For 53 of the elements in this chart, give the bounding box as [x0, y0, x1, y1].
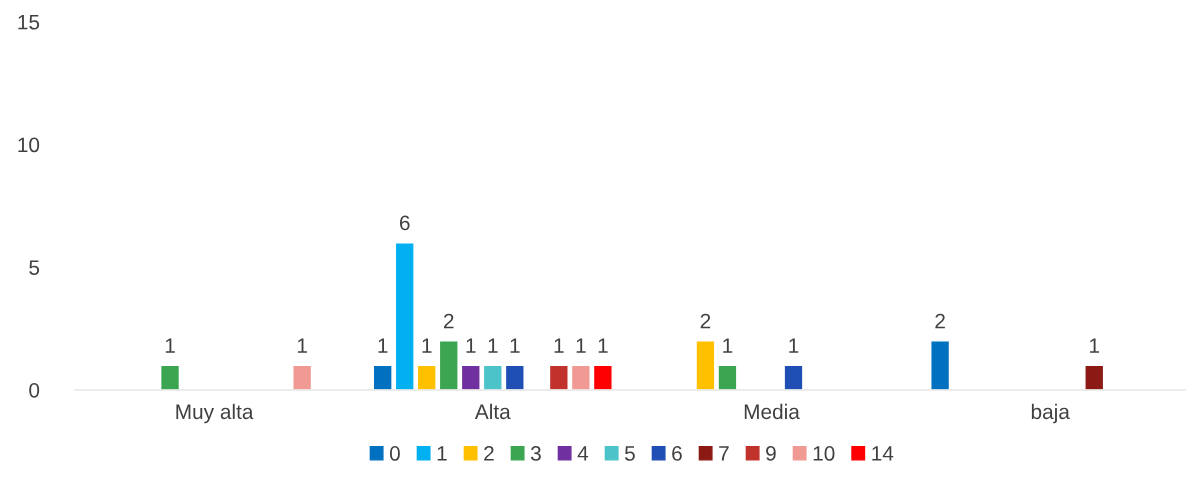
bar	[548, 364, 569, 390]
data-label: 1	[598, 338, 608, 353]
data-label: 1	[488, 338, 498, 353]
legend-label: 2	[484, 446, 494, 461]
y-tick-label: 0	[29, 382, 40, 398]
legend-label: 3	[530, 446, 541, 461]
bar	[1084, 364, 1105, 390]
data-label: 1	[789, 338, 799, 353]
data-label: 1	[554, 338, 564, 353]
legend-label: 0	[389, 446, 400, 461]
bar	[482, 364, 503, 390]
data-label: 1	[165, 338, 175, 353]
data-label: 1	[378, 338, 388, 353]
bar	[717, 364, 738, 390]
bar	[504, 364, 525, 390]
y-tick-label: 5	[29, 260, 40, 275]
bar	[394, 241, 415, 390]
data-label: 1	[510, 338, 520, 353]
bar	[460, 364, 481, 390]
data-label: 1	[576, 338, 586, 353]
bar	[570, 364, 591, 390]
legend-label: 6	[672, 446, 682, 461]
legend-label: 5	[624, 446, 635, 461]
legend-label: 1	[437, 446, 447, 461]
bar	[372, 364, 393, 390]
data-label: 1	[1090, 338, 1100, 353]
bar	[695, 340, 716, 390]
x-tick-label: Alta	[474, 403, 511, 420]
legend-label: 4	[577, 446, 589, 461]
bar	[416, 364, 437, 390]
legend-label: 10	[813, 446, 835, 461]
data-label: 1	[466, 338, 476, 353]
bar	[438, 340, 459, 390]
legend-label: 7	[719, 446, 729, 461]
y-tick-label: 15	[18, 15, 40, 30]
data-label: 2	[444, 313, 454, 329]
x-tick-label: Muy alta	[176, 403, 254, 424]
data-label: 1	[297, 338, 307, 353]
legend-label: 9	[766, 446, 776, 461]
legend-label: 14	[872, 446, 894, 461]
x-tick-label: Media	[744, 403, 800, 420]
bar	[159, 364, 181, 390]
bar	[592, 364, 613, 390]
data-label: 2	[935, 313, 945, 329]
data-label: 2	[700, 313, 711, 329]
y-tick-label: 10	[18, 137, 40, 153]
bar	[930, 340, 951, 390]
data-label: 1	[723, 338, 733, 353]
data-label: 1	[422, 338, 432, 353]
data-label: 6	[399, 215, 410, 231]
bar	[783, 364, 804, 390]
x-tick-label: baja	[1031, 403, 1070, 424]
bar	[292, 364, 313, 390]
